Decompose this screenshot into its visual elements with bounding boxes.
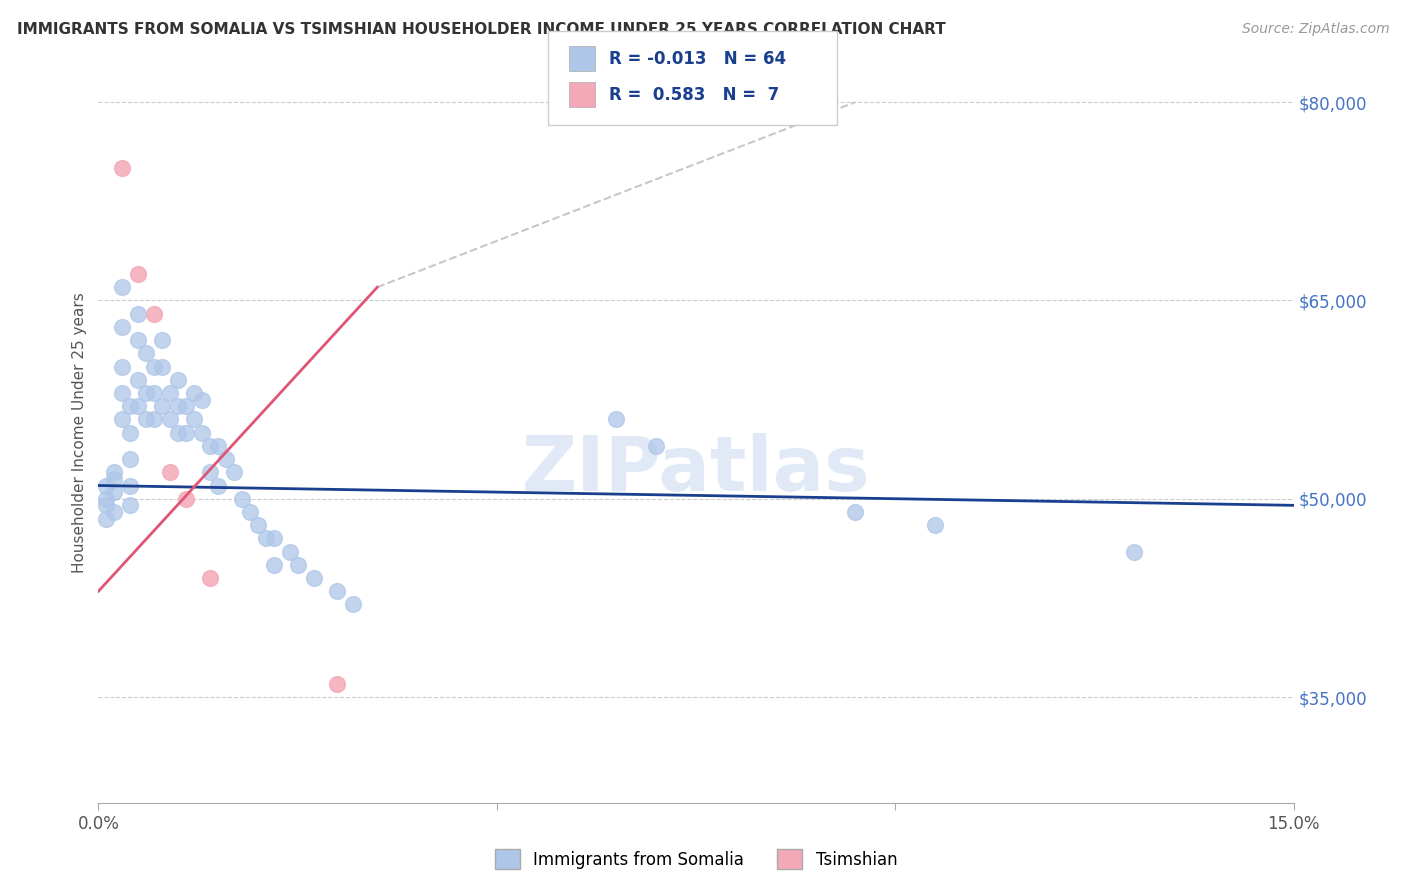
Point	[159, 465, 181, 479]
Point	[207, 439, 229, 453]
Point	[645, 439, 668, 453]
Point	[103, 465, 125, 479]
Legend: Immigrants from Somalia, Tsimshian: Immigrants from Somalia, Tsimshian	[488, 842, 904, 876]
Point	[135, 386, 157, 401]
Text: IMMIGRANTS FROM SOMALIA VS TSIMSHIAN HOUSEHOLDER INCOME UNDER 25 YEARS CORRELATI: IMMIGRANTS FROM SOMALIA VS TSIMSHIAN HOU…	[17, 22, 946, 37]
Point	[143, 386, 166, 401]
Point	[198, 571, 221, 585]
Text: ZIPatlas: ZIPatlas	[522, 433, 870, 507]
Point	[135, 346, 157, 360]
Point	[191, 425, 214, 440]
Point	[111, 386, 134, 401]
Point	[167, 399, 190, 413]
Point	[287, 558, 309, 572]
Point	[231, 491, 253, 506]
Point	[239, 505, 262, 519]
Point	[150, 333, 173, 347]
Point	[198, 465, 221, 479]
Point	[127, 373, 149, 387]
Point	[111, 359, 134, 374]
Point	[127, 399, 149, 413]
Text: R = -0.013   N = 64: R = -0.013 N = 64	[609, 50, 786, 68]
Point	[96, 491, 118, 506]
Point	[120, 499, 142, 513]
Point	[844, 505, 866, 519]
Point	[103, 485, 125, 500]
Point	[103, 505, 125, 519]
Point	[174, 425, 197, 440]
Point	[111, 280, 134, 294]
Point	[167, 425, 190, 440]
Point	[111, 319, 134, 334]
Point	[167, 373, 190, 387]
Point	[174, 491, 197, 506]
Text: R =  0.583   N =  7: R = 0.583 N = 7	[609, 86, 779, 103]
Point	[263, 558, 285, 572]
Point	[120, 425, 142, 440]
Point	[222, 465, 245, 479]
Point	[120, 478, 142, 492]
Y-axis label: Householder Income Under 25 years: Householder Income Under 25 years	[72, 293, 87, 573]
Point	[183, 386, 205, 401]
Point	[246, 518, 269, 533]
Point	[207, 478, 229, 492]
Point	[159, 386, 181, 401]
Point	[127, 267, 149, 281]
Point	[143, 412, 166, 426]
Point	[924, 518, 946, 533]
Point	[1123, 544, 1146, 558]
Text: Source: ZipAtlas.com: Source: ZipAtlas.com	[1241, 22, 1389, 37]
Point	[127, 333, 149, 347]
Point	[150, 359, 173, 374]
Point	[342, 598, 364, 612]
Point	[143, 359, 166, 374]
Point	[183, 412, 205, 426]
Point	[96, 478, 118, 492]
Point	[215, 452, 238, 467]
Point	[191, 392, 214, 407]
Point	[103, 472, 125, 486]
Point	[302, 571, 325, 585]
Point	[120, 399, 142, 413]
Point	[111, 412, 134, 426]
Point	[174, 399, 197, 413]
Point	[198, 439, 221, 453]
Point	[278, 544, 301, 558]
Point	[159, 412, 181, 426]
Point	[135, 412, 157, 426]
Point	[326, 677, 349, 691]
Point	[127, 307, 149, 321]
Point	[120, 452, 142, 467]
Point	[263, 532, 285, 546]
Point	[150, 399, 173, 413]
Point	[605, 412, 627, 426]
Point	[96, 499, 118, 513]
Point	[326, 584, 349, 599]
Point	[111, 161, 134, 176]
Point	[96, 511, 118, 525]
Point	[143, 307, 166, 321]
Point	[254, 532, 277, 546]
